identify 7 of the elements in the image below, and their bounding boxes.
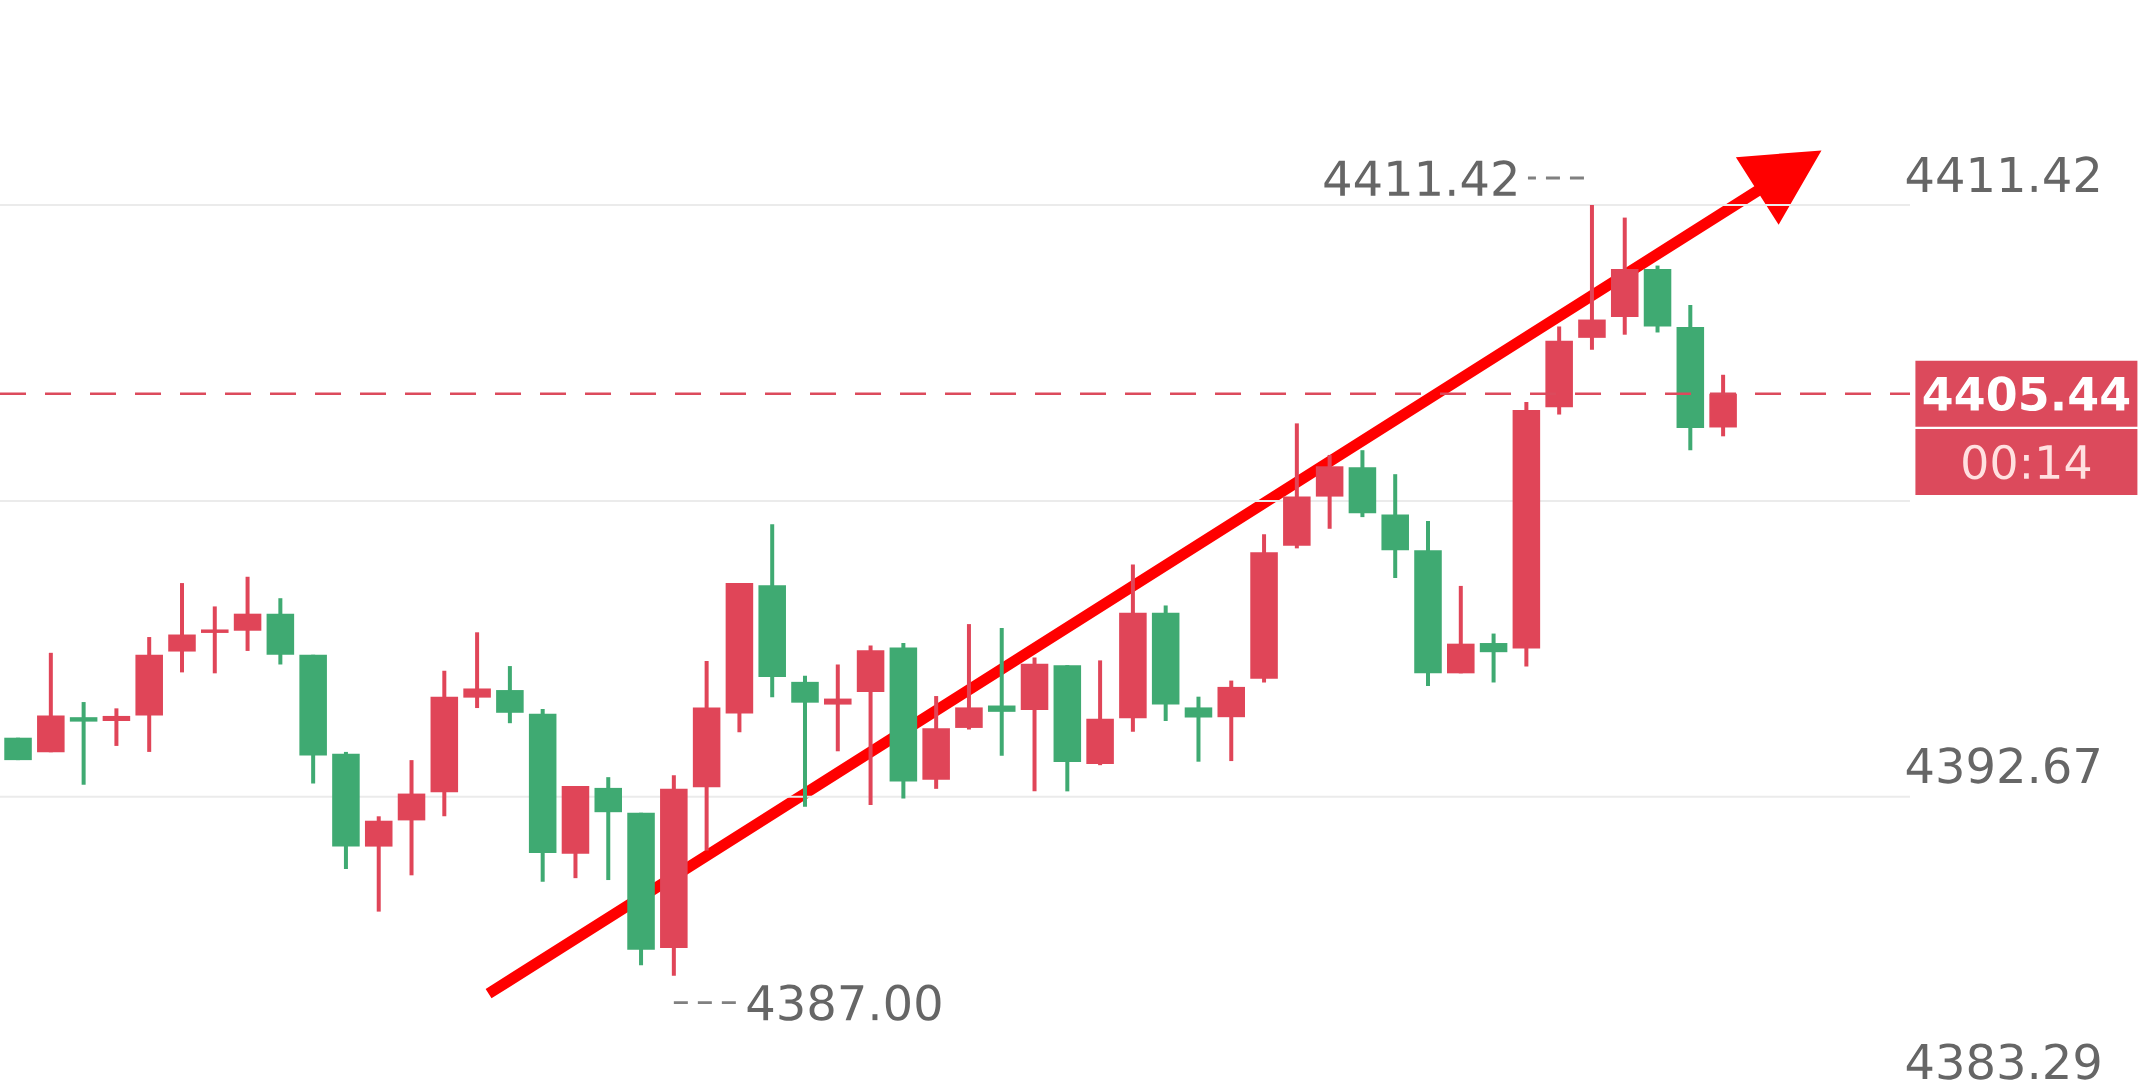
text: 00:14 [1963, 444, 2091, 480]
y-tick-label: 4411.42 [1906, 156, 2099, 192]
ref-line-label: 4405.44 [1923, 376, 2130, 412]
text: 4411.42 [1324, 160, 1516, 196]
y-tick-label: 4383.29 [1906, 1043, 2100, 1080]
y-tick-label: 4392.67 [1906, 747, 2099, 784]
annotation: 4387.00 [747, 984, 941, 1021]
